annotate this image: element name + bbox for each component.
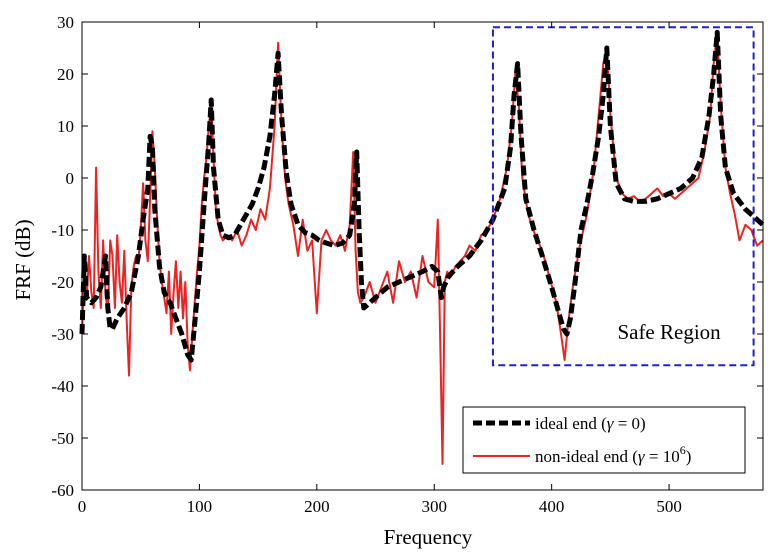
y-tick-label-0: 0 — [66, 169, 75, 188]
y-tick-label-30: 30 — [57, 13, 74, 32]
legend-entry-nonideal: non-ideal end (γ = 106) — [535, 443, 691, 466]
x-axis-label: Frequency — [384, 525, 473, 549]
y-tick-label--40: -40 — [51, 377, 74, 396]
safe-region-box — [491, 26, 755, 367]
x-tick-label-0: 0 — [78, 497, 87, 516]
legend-nonideal-mid: = 10 — [645, 447, 680, 466]
legend-ideal-symbol: γ — [607, 414, 615, 433]
safe-region-annotation: Safe Region — [617, 320, 721, 344]
legend-box — [462, 406, 746, 474]
x-tick-label-400: 400 — [539, 497, 565, 516]
axes-layer: 0 100 200 300 400 500 -60 -50 -40 -30 -20 -10 0 10 20 3… — [51, 13, 764, 516]
series-layer — [79, 29, 765, 465]
series-line-ideal — [79, 29, 765, 363]
y-tick-label-20: 20 — [57, 65, 74, 84]
y-tick-label--50: -50 — [51, 429, 74, 448]
y-tick-label--30: -30 — [51, 325, 74, 344]
y-tick-label--10: -10 — [51, 221, 74, 240]
x-tick-label-100: 100 — [187, 497, 213, 516]
legend-entry-ideal: ideal end (γ = 0) — [535, 414, 646, 433]
axes-frame — [81, 21, 764, 491]
x-tick-label-500: 500 — [656, 497, 682, 516]
legend-nonideal-sup: 6 — [680, 443, 686, 457]
y-tick-label--20: -20 — [51, 273, 74, 292]
legend: ideal end (γ = 0) non-ideal end (γ = 106… — [462, 406, 746, 474]
y-tick-label-10: 10 — [57, 117, 74, 136]
legend-ideal-suffix: = 0) — [613, 414, 645, 433]
legend-nonideal-symbol: γ — [638, 447, 646, 466]
y-tick-label--60: -60 — [51, 481, 74, 500]
legend-ideal-prefix: ideal end ( — [535, 414, 607, 433]
y-axis-label: FRF (dB) — [11, 219, 35, 300]
x-tick-label-200: 200 — [304, 497, 330, 516]
safe-region-layer — [491, 26, 755, 367]
x-tick-label-300: 300 — [421, 497, 447, 516]
legend-nonideal-prefix: non-ideal end ( — [535, 447, 638, 466]
legend-nonideal-suffix: ) — [686, 447, 692, 466]
